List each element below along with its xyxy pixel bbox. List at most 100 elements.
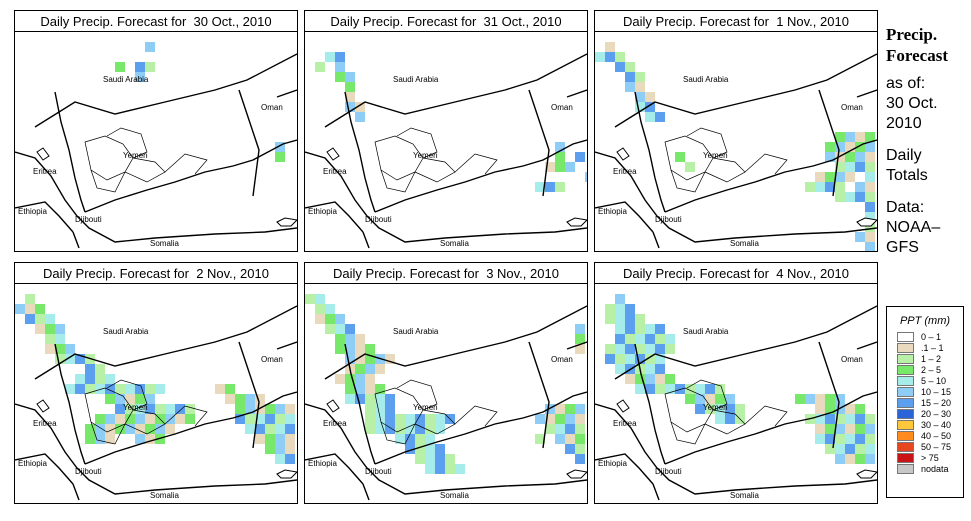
country-label-ethiopia: Ethiopia (18, 207, 47, 216)
precip-cell (665, 384, 675, 394)
legend-swatch (897, 354, 914, 364)
precip-cell (625, 72, 635, 82)
precip-cell (705, 384, 715, 394)
precip-cell (615, 324, 625, 334)
asof-date: 30 Oct. (886, 95, 938, 112)
precip-map: Saudi Arabia Oman Yemen Eritrea Ethiopia Djib… (304, 283, 588, 504)
precip-cell (625, 344, 635, 354)
governorate-line (744, 405, 788, 427)
governorate-line (374, 387, 424, 433)
precip-cell (415, 414, 425, 424)
precip-cell (375, 404, 385, 414)
precip-map: Saudi Arabia Oman Yemen Eritrea Ethiopia Djib… (14, 31, 298, 252)
island-shape (566, 469, 587, 479)
legend-swatch (897, 442, 914, 452)
precip-cell (265, 434, 275, 444)
asof-year: 2010 (886, 115, 922, 132)
precip-cell (345, 324, 355, 334)
legend-swatch (897, 409, 914, 419)
precip-cell (135, 384, 145, 394)
boundary-line (595, 403, 877, 495)
precip-cell (575, 334, 585, 344)
boundary-line (374, 391, 587, 465)
precip-cell (35, 304, 45, 314)
precip-cell (635, 324, 645, 334)
precip-cell (865, 162, 875, 172)
precip-cell (155, 424, 165, 434)
precip-cell (645, 102, 655, 112)
forecast-panel-4: Daily Precip. Forecast for 2 Nov., 2010 … (14, 262, 298, 504)
legend-item: 0 – 1 (897, 332, 963, 343)
precip-cell (105, 414, 115, 424)
legend-label: 0 – 1 (921, 332, 942, 342)
precip-cell (715, 414, 725, 424)
daily-label: Daily (886, 147, 922, 164)
boundary-line (528, 89, 550, 197)
precip-cell (645, 334, 655, 344)
precip-cell (835, 414, 845, 424)
governorate-line (664, 135, 714, 181)
precip-cell (455, 464, 465, 474)
precip-cell (865, 444, 875, 454)
precip-cell (555, 162, 565, 172)
panel-title: Daily Precip. Forecast for 1 Nov., 2010 (594, 10, 878, 34)
boundary-line (305, 453, 364, 485)
precip-cell (835, 434, 845, 444)
precip-cell (845, 142, 855, 152)
precip-cell (335, 344, 345, 354)
precip-cell (865, 192, 875, 202)
precip-cell (335, 52, 345, 62)
country-label-somalia: Somalia (730, 491, 759, 500)
boundary-line (34, 305, 297, 380)
governorate-line (664, 387, 714, 433)
governorate-line (90, 169, 126, 193)
boundary-line (238, 89, 260, 197)
precip-cell (835, 192, 845, 202)
boundary-line (856, 89, 877, 98)
precip-cell (335, 324, 345, 334)
precip-cell (605, 42, 615, 52)
country-label-oman: Oman (261, 355, 283, 364)
precip-cell (865, 132, 875, 142)
precip-cell (375, 424, 385, 434)
governorate-line (396, 379, 438, 411)
precip-cell (15, 304, 25, 314)
precip-cell (565, 444, 575, 454)
precip-cell (825, 434, 835, 444)
precip-cell (445, 464, 455, 474)
precip-cell (345, 344, 355, 354)
country-label-djibouti: Djibouti (365, 215, 392, 224)
precip-cell (115, 404, 125, 414)
precip-cell (615, 344, 625, 354)
country-label-somalia: Somalia (730, 239, 759, 248)
country-label-yemen: Yemen (703, 151, 728, 160)
precip-cell (145, 62, 155, 72)
precip-cell (415, 434, 425, 444)
precip-map: Saudi Arabia Oman Yemen Eritrea Ethiopia Djib… (594, 31, 878, 252)
boundary-line (344, 343, 376, 465)
precip-cell (245, 414, 255, 424)
boundary-line (84, 139, 297, 213)
precip-cell (45, 324, 55, 334)
precip-cell (255, 394, 265, 404)
precip-cell (65, 344, 75, 354)
precip-cell (825, 142, 835, 152)
precip-cell (35, 324, 45, 334)
country-label-ethiopia: Ethiopia (308, 207, 337, 216)
precip-cell (615, 334, 625, 344)
precip-cell (545, 414, 555, 424)
precip-cell (625, 324, 635, 334)
precip-cell (845, 434, 855, 444)
precip-cell (605, 314, 615, 324)
precip-cell (345, 92, 355, 102)
precip-cell (705, 404, 715, 414)
precip-cell (85, 384, 95, 394)
boundary-line (238, 341, 260, 449)
sidebar-title-line1: Precip. (886, 25, 938, 44)
precip-cell (575, 424, 585, 434)
precip-cell (855, 132, 865, 142)
precip-cell (155, 384, 165, 394)
legend-label: 2 – 5 (921, 365, 942, 375)
legend-label: 40 – 50 (921, 431, 952, 441)
country-label-eritrea: Eritrea (323, 419, 347, 428)
